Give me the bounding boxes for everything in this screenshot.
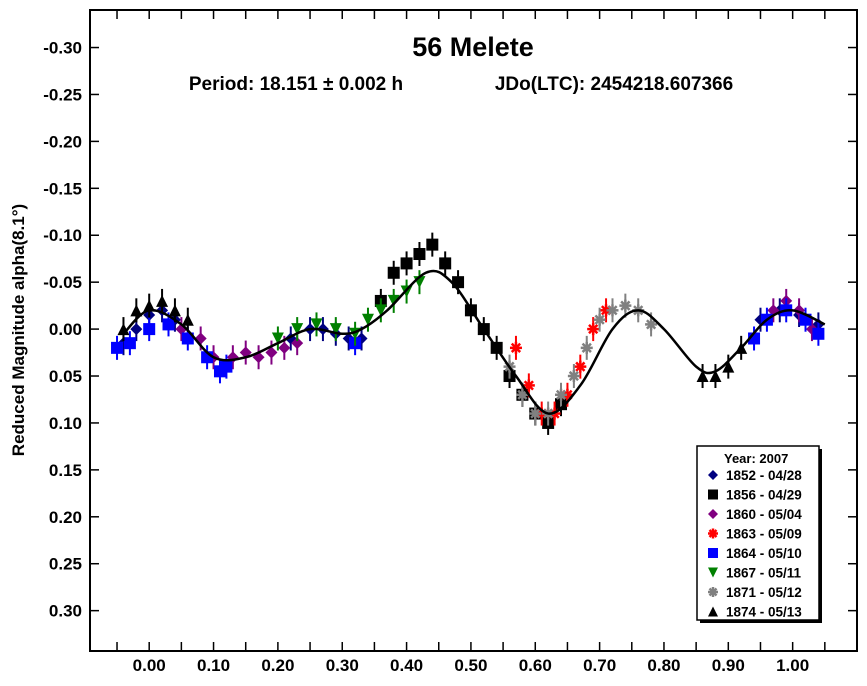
square-marker (111, 341, 124, 354)
triangle-up-marker (722, 360, 735, 373)
legend-item: 1860 - 05/04 (708, 507, 802, 522)
legend-label: 1852 - 04/28 (726, 468, 802, 483)
x-tick-label: 0.60 (519, 656, 552, 675)
asterisk-marker (708, 528, 718, 539)
diamond-marker (278, 341, 291, 354)
chart-title: 56 Melete (412, 32, 534, 62)
legend-label: 1856 - 04/29 (726, 488, 802, 503)
asterisk-marker (567, 370, 580, 383)
square-marker (812, 327, 825, 340)
asterisk-marker (509, 341, 522, 354)
triangle-up-marker (130, 304, 143, 317)
x-tick-label: 0.10 (197, 656, 230, 675)
y-tick-label: 0.00 (49, 320, 82, 339)
y-tick-label: -0.10 (43, 226, 82, 245)
triangle-down-marker (708, 567, 718, 578)
y-tick-label: -0.05 (43, 273, 82, 292)
y-tick-label: -0.25 (43, 85, 82, 104)
square-marker (123, 337, 136, 350)
square-marker (439, 257, 452, 270)
legend-item: 1864 - 05/10 (708, 546, 802, 561)
asterisk-marker (574, 360, 587, 373)
legend-label: 1874 - 05/13 (726, 605, 802, 620)
square-marker (708, 548, 718, 558)
asterisk-marker (555, 388, 568, 401)
legend-label: 1863 - 05/09 (726, 527, 802, 542)
y-tick-label: 0.15 (49, 461, 82, 480)
legend-label: 1867 - 05/11 (726, 566, 802, 581)
legend-item: 1867 - 05/11 (708, 566, 802, 581)
triangle-up-marker (709, 370, 722, 383)
asterisk-marker (516, 388, 529, 401)
y-tick-label: 0.30 (49, 602, 82, 621)
asterisk-marker (606, 304, 619, 317)
asterisk-marker (593, 313, 606, 326)
triangle-down-marker (387, 294, 400, 307)
legend-item: 1852 - 04/28 (708, 468, 802, 483)
triangle-down-marker (310, 318, 323, 331)
legend-item: 1871 - 05/12 (708, 585, 802, 600)
square-marker (426, 238, 439, 251)
asterisk-marker (522, 379, 535, 392)
y-tick-label: 0.25 (49, 555, 82, 574)
diamond-marker (708, 470, 718, 480)
x-tick-label: 0.80 (647, 656, 680, 675)
triangle-up-marker (143, 299, 156, 312)
y-tick-label: -0.15 (43, 179, 82, 198)
legend-label: 1871 - 05/12 (726, 585, 802, 600)
diamond-marker (265, 346, 278, 359)
diamond-marker (130, 323, 143, 336)
asterisk-marker (645, 318, 658, 331)
triangle-up-marker (708, 606, 718, 617)
legend-title: Year: 2007 (724, 451, 788, 466)
triangle-up-marker (156, 294, 169, 307)
x-tick-label: 0.30 (326, 656, 359, 675)
diamond-marker (708, 509, 718, 519)
triangle-down-marker (291, 323, 304, 336)
triangle-down-marker (271, 332, 284, 345)
chart-subtitle-period: Period: 18.151 ± 0.002 h (189, 74, 403, 95)
x-tick-label: 0.70 (583, 656, 616, 675)
x-tick-label: 0.20 (261, 656, 294, 675)
square-marker (400, 257, 413, 270)
triangle-down-marker (361, 313, 374, 326)
square-marker (220, 360, 233, 373)
y-tick-label: -0.20 (43, 132, 82, 151)
asterisk-marker (580, 341, 593, 354)
square-marker (162, 318, 175, 331)
asterisk-marker (708, 587, 718, 597)
legend-item: 1874 - 05/13 (708, 605, 802, 620)
square-marker (708, 489, 718, 500)
x-tick-label: 0.40 (390, 656, 423, 675)
asterisk-marker (529, 407, 542, 420)
y-tick-label: 0.10 (49, 414, 82, 433)
y-tick-label: 0.05 (49, 367, 82, 386)
square-marker (387, 266, 400, 279)
x-tick-label: 0.90 (712, 656, 745, 675)
asterisk-marker (619, 299, 632, 312)
asterisk-marker (587, 323, 600, 336)
y-tick-label: 0.20 (49, 508, 82, 527)
y-tick-label: -0.30 (43, 39, 82, 58)
square-marker (413, 248, 426, 261)
x-tick-label: 0.50 (454, 656, 487, 675)
x-tick-label: 1.00 (776, 656, 809, 675)
chart-subtitle-epoch: JDo(LTC): 2454218.607366 (495, 74, 733, 95)
triangle-down-marker (374, 304, 387, 317)
y-axis-label: Reduced Magnitude alpha(8.1°) (9, 204, 28, 456)
triangle-down-marker (329, 323, 342, 336)
fit-curve (122, 269, 826, 415)
diamond-marker (291, 337, 304, 350)
x-tick-label: 0.00 (133, 656, 166, 675)
legend-label: 1864 - 05/10 (726, 546, 802, 561)
triangle-up-marker (696, 370, 709, 383)
legend-item: 1856 - 04/29 (708, 488, 802, 503)
legend: Year: 2007 1852 - 04/28 1856 - 04/29 1860 … (696, 445, 822, 623)
triangle-up-marker (181, 313, 194, 326)
triangle-up-marker (168, 304, 181, 317)
legend-label: 1860 - 05/04 (726, 507, 802, 522)
legend-item: 1863 - 05/09 (708, 527, 802, 542)
square-marker (143, 323, 156, 336)
